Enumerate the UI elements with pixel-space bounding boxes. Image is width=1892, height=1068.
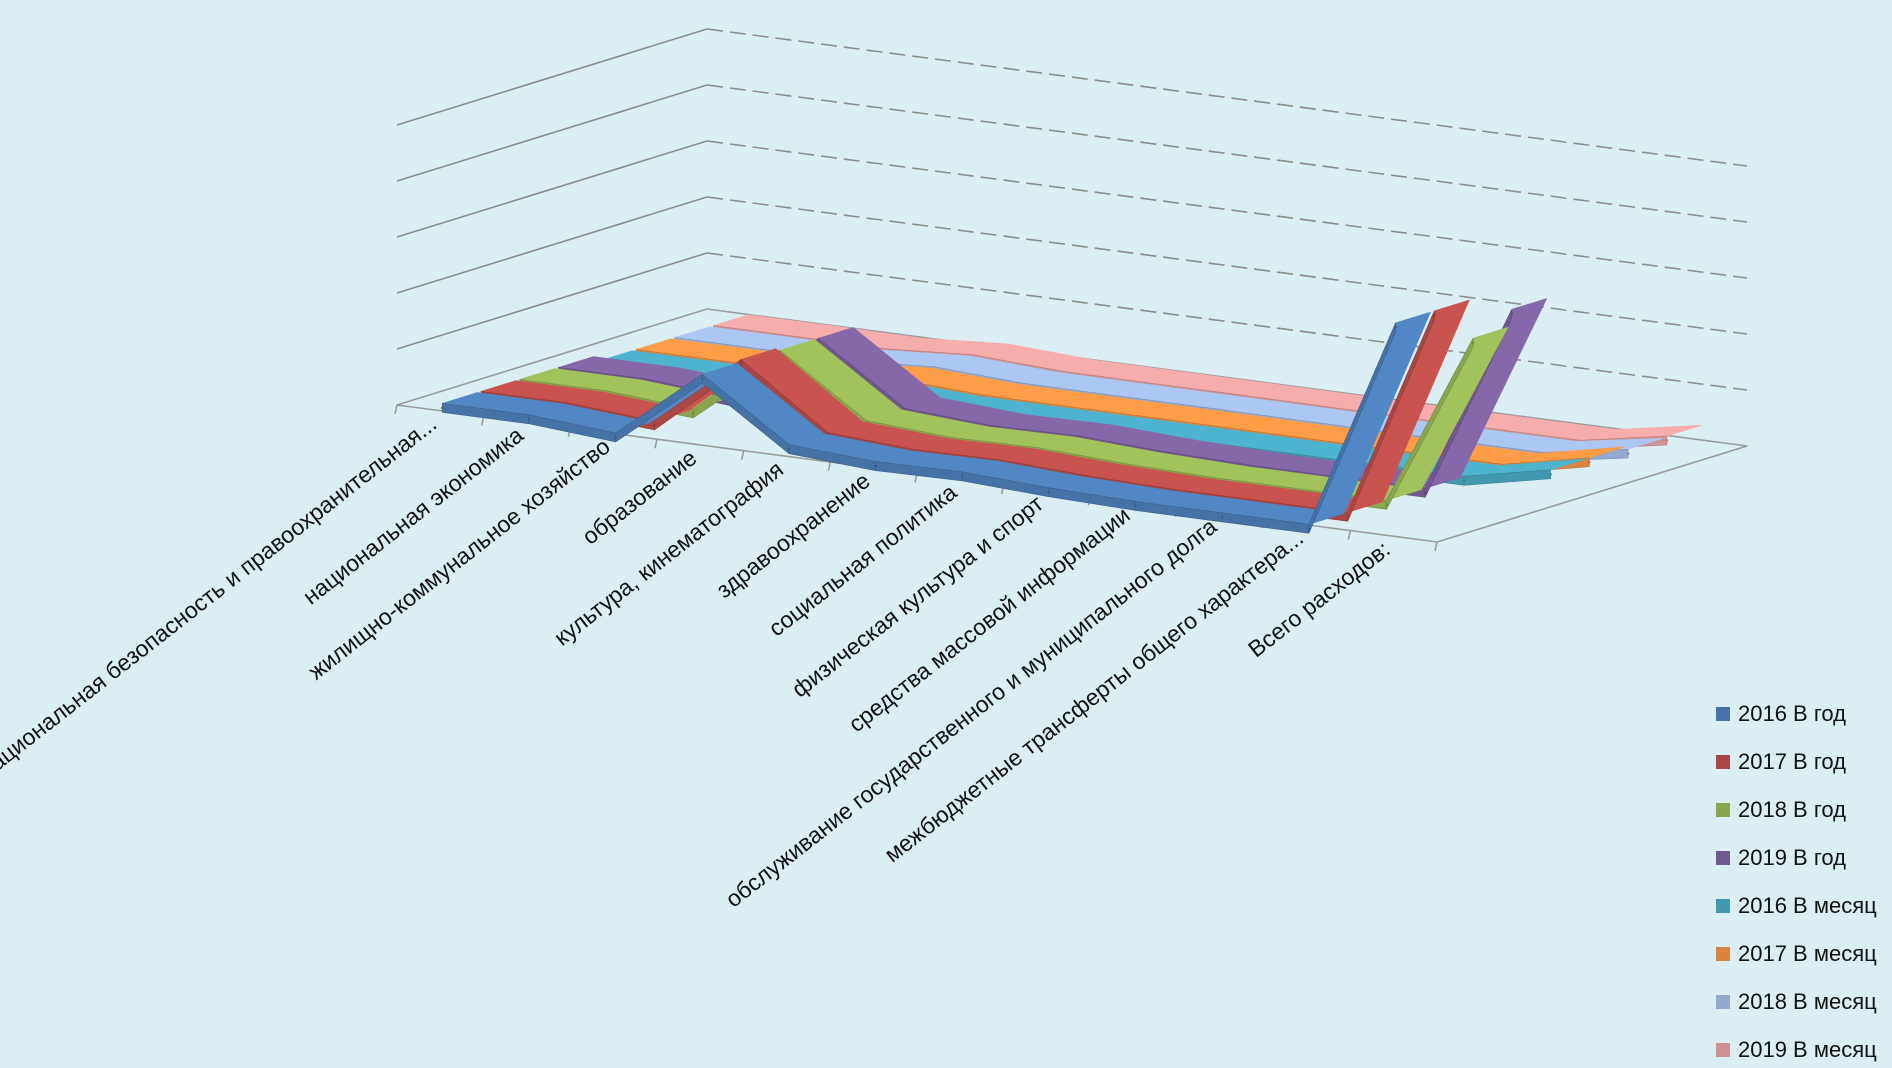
legend-swatch (1716, 947, 1730, 961)
gridline (706, 196, 1748, 335)
floor-left-edge (396, 308, 708, 406)
data-point (1549, 473, 1552, 476)
legend-swatch (1716, 851, 1730, 865)
legend-label: 2016 В месяц (1738, 893, 1877, 918)
series-ribbon-front (1463, 469, 1551, 486)
series-1 (441, 311, 1432, 534)
data-point (1588, 461, 1591, 464)
legend-swatch (1716, 899, 1730, 913)
legend-swatch (1716, 995, 1730, 1009)
data-point (691, 412, 695, 415)
series-ribbon-front (1347, 310, 1435, 522)
data-point (1626, 452, 1630, 455)
legend: 2016 В год 2017 В год 2018 В год 2019 В год… (1716, 701, 1877, 1062)
data-point (1394, 326, 1397, 329)
legend-label: 2017 В год (1738, 749, 1846, 774)
data-point (1665, 439, 1669, 442)
side-gridline (396, 140, 708, 238)
legend-label: 2018 В месяц (1738, 989, 1877, 1014)
gridlines (396, 28, 1748, 391)
side-gridline (396, 196, 708, 294)
legend-label: 2019 В год (1738, 845, 1846, 870)
gridline (706, 84, 1748, 223)
side-gridline (396, 84, 708, 182)
data-point (441, 406, 444, 410)
gridline (706, 140, 1748, 279)
data-point (1221, 516, 1224, 519)
data-point (961, 475, 964, 478)
data-point (1385, 503, 1388, 506)
data-point (1047, 491, 1051, 494)
series-ribbon-front (1308, 322, 1396, 534)
data-point (1510, 312, 1514, 315)
side-gridline (396, 28, 708, 126)
legend-swatch (1716, 803, 1730, 817)
category-label: национальная безопасность и правоохранит… (0, 410, 441, 783)
side-gridline (396, 252, 708, 350)
gridline (706, 28, 1748, 167)
data-point (1134, 504, 1137, 508)
legend-label: 2019 В месяц (1738, 1037, 1877, 1062)
series-group (441, 298, 1702, 534)
data-point (527, 418, 531, 421)
axis-tick (1347, 530, 1352, 540)
series-ribbon-front (1386, 337, 1474, 510)
data-point (1423, 491, 1427, 494)
data-point (1462, 479, 1466, 482)
legend-swatch (1716, 755, 1730, 769)
legend-swatch (1716, 707, 1730, 721)
legend-label: 2018 В год (1738, 797, 1846, 822)
legend-label: 2016 В год (1738, 701, 1846, 726)
axis-tick (1434, 541, 1438, 552)
data-point (653, 424, 656, 427)
data-point (1346, 515, 1349, 518)
axis-tick (654, 439, 658, 449)
data-point (787, 447, 791, 451)
data-point (1433, 314, 1436, 317)
axis-tick (740, 450, 745, 460)
category-label: обслуживание государственного и муниципа… (720, 513, 1221, 913)
data-point (1307, 527, 1311, 530)
data-point (701, 377, 704, 381)
legend-label: 2017 В месяц (1738, 941, 1877, 966)
data-point (874, 464, 877, 468)
data-point (614, 436, 617, 439)
category-label: социальная политика (763, 479, 961, 642)
axis-tick (394, 404, 398, 415)
data-point (1471, 341, 1475, 344)
axis-tick (827, 461, 832, 472)
gridline (706, 252, 1748, 391)
data-point (739, 362, 743, 366)
floor-right-edge (1436, 445, 1748, 543)
legend-swatch (1716, 1043, 1730, 1057)
